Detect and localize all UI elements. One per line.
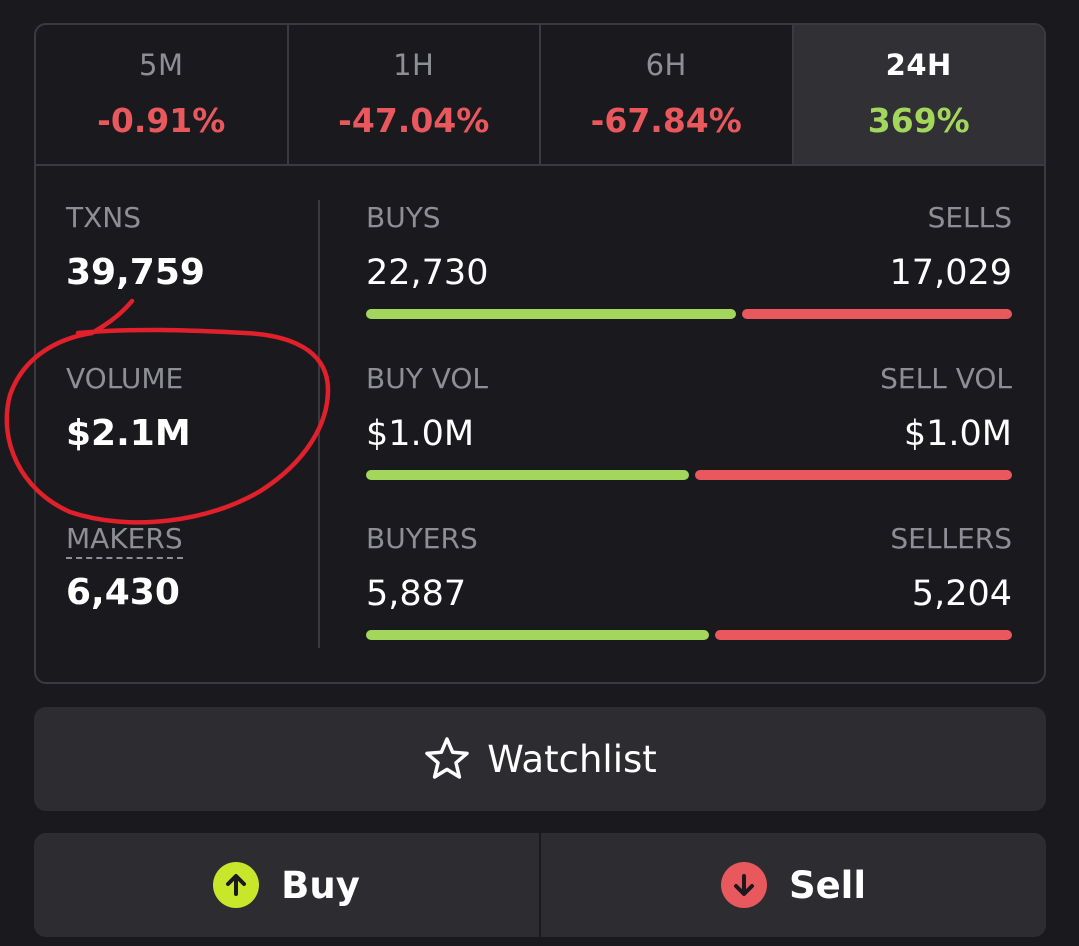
sell-label: Sell bbox=[788, 863, 867, 907]
buy-bar-segment bbox=[366, 470, 689, 480]
sellers-label: SELLERS bbox=[890, 522, 1012, 555]
tab-change: -0.91% bbox=[97, 101, 226, 140]
sell-vol-value: $1.0M bbox=[903, 414, 1012, 454]
volume-stat: VOLUME $2.1M bbox=[66, 362, 191, 456]
volume-label: VOLUME bbox=[66, 362, 184, 395]
volume-value: $2.1M bbox=[66, 413, 191, 454]
tab-1h[interactable]: 1H -47.04% bbox=[289, 25, 541, 164]
buys-value: 22,730 bbox=[366, 253, 489, 293]
tab-24h[interactable]: 24H 369% bbox=[793, 25, 1044, 164]
timeframe-tabs: 5M -0.91% 1H -47.04% 6H -67.84% 24H 369% bbox=[36, 25, 1044, 166]
buy-bar-segment bbox=[366, 309, 736, 319]
trade-actions: Buy Sell bbox=[34, 833, 1046, 937]
tab-change: -47.04% bbox=[338, 101, 490, 140]
tab-5m[interactable]: 5M -0.91% bbox=[36, 25, 289, 164]
sellers-value: 5,204 bbox=[911, 574, 1012, 614]
star-outline-icon bbox=[423, 735, 471, 783]
buy-label: Buy bbox=[281, 863, 360, 907]
buy-vol-label: BUY VOL bbox=[366, 362, 489, 395]
buy-button[interactable]: Buy bbox=[34, 833, 541, 937]
makers-label[interactable]: MAKERS bbox=[66, 522, 183, 559]
tab-label: 1H bbox=[393, 48, 435, 82]
sell-button[interactable]: Sell bbox=[541, 833, 1046, 937]
txns-stat: TXNS 39,759 bbox=[66, 201, 205, 295]
volume-breakdown: BUY VOL SELL VOL $1.0M $1.0M bbox=[366, 362, 1012, 480]
buyers-sellers-bar bbox=[366, 630, 1012, 640]
txns-breakdown: BUYS SELLS 22,730 17,029 bbox=[366, 201, 1012, 319]
sell-bar-segment bbox=[741, 309, 1012, 319]
buy-sell-volume-bar bbox=[366, 470, 1012, 480]
buy-vol-value: $1.0M bbox=[366, 414, 475, 454]
sell-vol-label: SELL VOL bbox=[880, 362, 1012, 395]
sells-value: 17,029 bbox=[889, 253, 1012, 293]
buyers-value: 5,887 bbox=[366, 574, 467, 614]
makers-stat[interactable]: MAKERS 6,430 bbox=[66, 522, 183, 615]
watchlist-label: Watchlist bbox=[487, 737, 657, 781]
tab-6h[interactable]: 6H -67.84% bbox=[541, 25, 794, 164]
tab-label: 24H bbox=[885, 48, 952, 82]
makers-value: 6,430 bbox=[66, 572, 180, 613]
txns-label: TXNS bbox=[66, 201, 142, 234]
buy-sell-ratio-bar bbox=[366, 309, 1012, 319]
txns-value: 39,759 bbox=[66, 252, 205, 293]
sells-label: SELLS bbox=[927, 201, 1012, 234]
tab-change: 369% bbox=[867, 101, 970, 140]
watchlist-button[interactable]: Watchlist bbox=[34, 707, 1046, 811]
arrow-down-circle-icon bbox=[720, 862, 767, 908]
tab-change: -67.84% bbox=[590, 101, 742, 140]
buyers-label: BUYERS bbox=[366, 522, 478, 555]
buys-label: BUYS bbox=[366, 201, 441, 234]
buy-bar-segment bbox=[366, 630, 710, 640]
sell-bar-segment bbox=[715, 630, 1012, 640]
tab-label: 6H bbox=[645, 48, 687, 82]
stats-card: 5M -0.91% 1H -47.04% 6H -67.84% 24H 369%… bbox=[34, 23, 1046, 684]
arrow-up-circle-icon bbox=[213, 862, 260, 908]
sell-bar-segment bbox=[695, 470, 1012, 480]
tab-label: 5M bbox=[139, 48, 184, 82]
column-divider bbox=[318, 200, 320, 648]
makers-breakdown: BUYERS SELLERS 5,887 5,204 bbox=[366, 522, 1012, 640]
